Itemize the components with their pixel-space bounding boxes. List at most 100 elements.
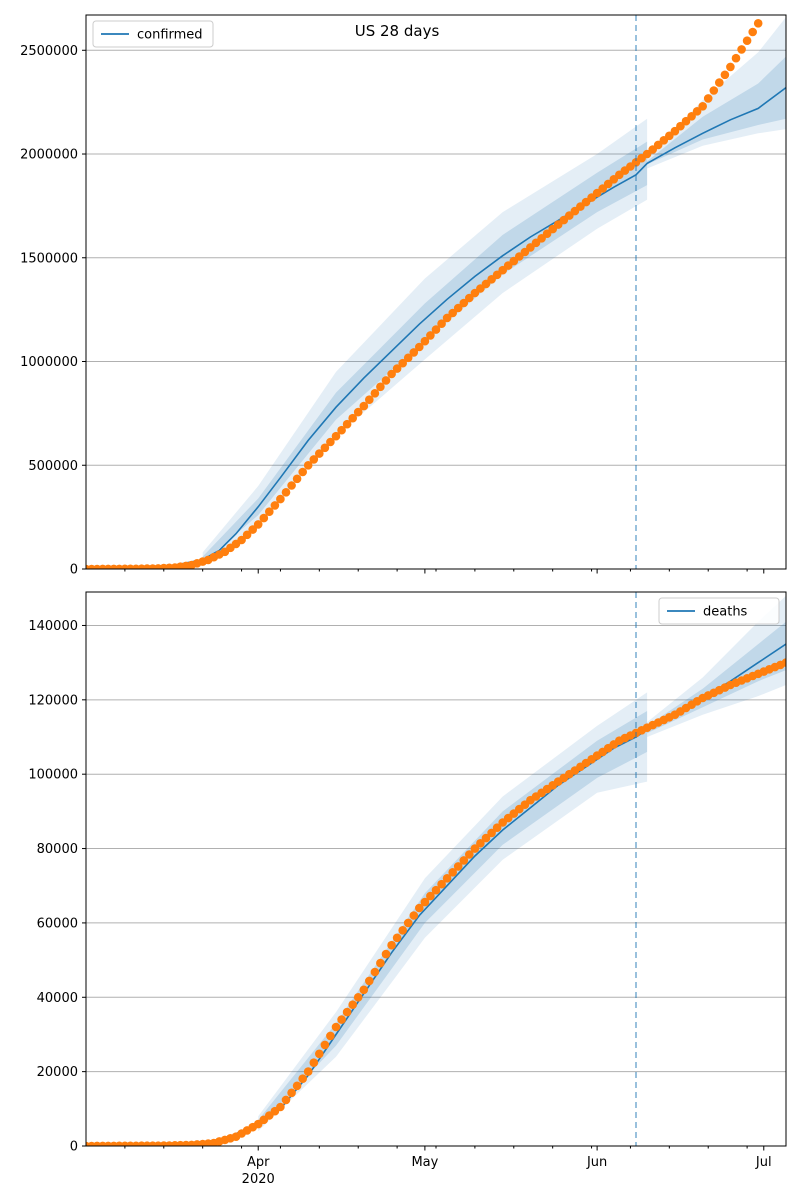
observed-point (459, 298, 469, 308)
observed-point (342, 419, 352, 429)
observed-point (431, 325, 441, 334)
observed-point (492, 823, 502, 832)
observed-point (281, 488, 291, 497)
observed-point (670, 126, 680, 136)
observed-point (726, 62, 735, 72)
observed-point (470, 844, 480, 853)
forecast-uncertainty-band (647, 621, 786, 734)
observed-point (453, 303, 463, 313)
forecast-uncertainty-band (647, 56, 786, 165)
observed-point (331, 1022, 341, 1032)
observed-point (426, 331, 435, 340)
y-tick-label: 1500000 (20, 251, 78, 266)
y-tick-label: 60000 (37, 916, 78, 931)
y-tick-label: 120000 (28, 693, 78, 708)
legend-label: confirmed (137, 28, 203, 43)
observed-point (365, 976, 374, 986)
observed-point (387, 940, 396, 950)
x-tick-label: May (411, 1155, 438, 1170)
observed-point (781, 658, 786, 667)
observed-point (381, 949, 391, 959)
observed-point (276, 1102, 285, 1112)
observed-point (698, 102, 707, 111)
y-tick-label: 20000 (37, 1065, 78, 1080)
observed-point (353, 993, 363, 1002)
observed-point (309, 455, 319, 464)
observed-point (376, 382, 385, 392)
observed-point (676, 121, 685, 131)
observed-point (453, 862, 463, 871)
y-tick-label: 500000 (28, 459, 78, 474)
observed-point (409, 348, 419, 357)
observed-point (426, 891, 435, 901)
observed-point (442, 313, 452, 323)
deaths-panel: 0 20000 40000 60000 80000 100000 120000 140000 A… (28, 591, 787, 1187)
observed-point (703, 94, 713, 103)
observed-point (298, 1074, 308, 1083)
observed-point (270, 501, 280, 510)
y-tick-label: 40000 (37, 991, 78, 1006)
observed-point (315, 1049, 324, 1059)
legend-box (658, 597, 780, 625)
observed-point (320, 1040, 330, 1050)
observed-point (753, 19, 763, 28)
observed-point (309, 1058, 319, 1067)
x-tick-label: Apr (247, 1155, 270, 1170)
legend-box (92, 20, 214, 48)
observed-point (298, 467, 308, 477)
observed-point (403, 918, 413, 928)
observed-point (748, 27, 757, 37)
observed-point (281, 1095, 291, 1105)
forecast-uncertainty-band (647, 595, 786, 737)
y-tick-label: 80000 (37, 842, 78, 857)
observed-point (409, 911, 419, 920)
x-tick-label: Jun (586, 1155, 607, 1170)
observed-point (259, 513, 269, 523)
observed-point (348, 1000, 358, 1009)
observed-point (398, 926, 408, 935)
confirmed-panel: 0 500000 1000000 1500000 2000000 2500000 confi… (20, 14, 787, 578)
legend: confirmed (92, 20, 214, 48)
observed-point (342, 1007, 352, 1017)
observed-point (415, 903, 424, 913)
observed-point (337, 1015, 346, 1024)
observed-point (415, 342, 424, 352)
y-tick-label: 1000000 (20, 355, 78, 370)
observed-point (731, 53, 741, 63)
legend: deaths (658, 597, 780, 625)
observed-point (720, 70, 730, 80)
observed-point (392, 364, 402, 373)
y-tick-label: 2500000 (20, 44, 78, 59)
x-tick-label: Jul (755, 1155, 772, 1170)
y-tick-label: 2000000 (20, 148, 78, 163)
observed-point (287, 1088, 296, 1098)
observed-point (359, 401, 369, 411)
observed-point (303, 1067, 313, 1076)
y-tick-label: 100000 (28, 768, 78, 783)
observed-point (481, 833, 491, 843)
observed-point (326, 1031, 335, 1041)
observed-point (737, 45, 746, 54)
observed-point (237, 535, 246, 545)
observed-point (303, 461, 313, 470)
y-tick-label: 140000 (28, 619, 78, 634)
observed-point (681, 116, 691, 126)
observed-point (376, 958, 385, 968)
legend-label: deaths (703, 605, 748, 620)
observed-point (337, 425, 346, 435)
observed-point (292, 474, 302, 484)
observed-point (392, 933, 402, 943)
confirmed-model-line (86, 86, 786, 569)
observed-point (331, 431, 341, 441)
observed-point (687, 112, 696, 121)
observed-point (242, 530, 252, 540)
observed-point (420, 336, 430, 346)
observed-point (320, 443, 330, 453)
observed-point (265, 507, 274, 516)
observed-point (253, 520, 263, 529)
observed-point (276, 494, 285, 504)
observed-point (248, 525, 257, 534)
observed-point (465, 293, 474, 303)
plot-area (86, 17, 786, 569)
